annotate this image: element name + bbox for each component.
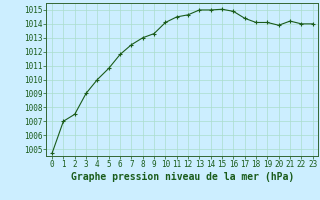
X-axis label: Graphe pression niveau de la mer (hPa): Graphe pression niveau de la mer (hPa) <box>71 172 294 182</box>
